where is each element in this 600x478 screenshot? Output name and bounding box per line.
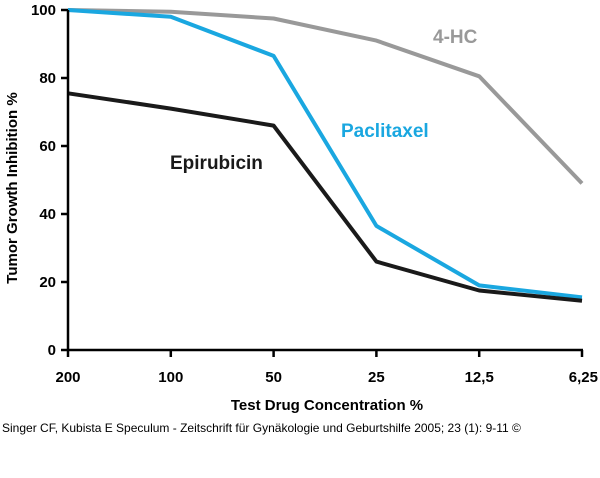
x-tick-label: 200 xyxy=(55,369,80,386)
y-tick-label: 60 xyxy=(39,138,56,155)
x-tick-label: 12,5 xyxy=(465,369,494,386)
y-tick-label: 100 xyxy=(31,2,56,19)
series-lines xyxy=(67,8,584,303)
x-tick-label: 6,25 xyxy=(569,369,598,386)
x-axis-ticks: 200 100 50 25 12,5 6,25 xyxy=(55,350,598,386)
series-label-paclitaxel: Paclitaxel xyxy=(341,121,429,142)
x-axis-title: Test Drug Concentration % xyxy=(231,397,423,414)
y-tick-label: 40 xyxy=(39,206,56,223)
series-label-epirubicin: Epirubicin xyxy=(170,153,263,174)
y-tick-label: 80 xyxy=(39,70,56,87)
series-line-paclitaxel xyxy=(67,8,583,300)
series-line-epirubicin xyxy=(67,91,583,303)
line-chart: 0 20 40 60 80 100 200 100 50 25 12,5 6,25 Test Dru… xyxy=(4,2,598,414)
x-tick-label: 50 xyxy=(265,369,282,386)
source-caption: Singer CF, Kubista E Speculum - Zeitschr… xyxy=(2,421,521,435)
series-label-4hc: 4-HC xyxy=(433,27,478,48)
x-tick-label: 100 xyxy=(158,369,183,386)
y-axis-title: Tumor Growth Inhibition % xyxy=(4,92,21,283)
y-axis-ticks: 0 20 40 60 80 100 xyxy=(31,2,68,359)
y-tick-label: 0 xyxy=(48,342,56,359)
series-line-4-hc xyxy=(67,8,584,185)
y-tick-label: 20 xyxy=(39,274,56,291)
x-tick-label: 25 xyxy=(368,369,385,386)
